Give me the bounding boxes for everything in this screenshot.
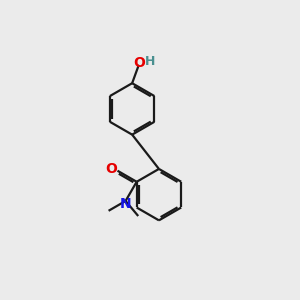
Text: O: O: [133, 56, 145, 70]
Text: N: N: [120, 197, 131, 211]
Text: O: O: [105, 162, 117, 176]
Text: H: H: [145, 56, 155, 68]
